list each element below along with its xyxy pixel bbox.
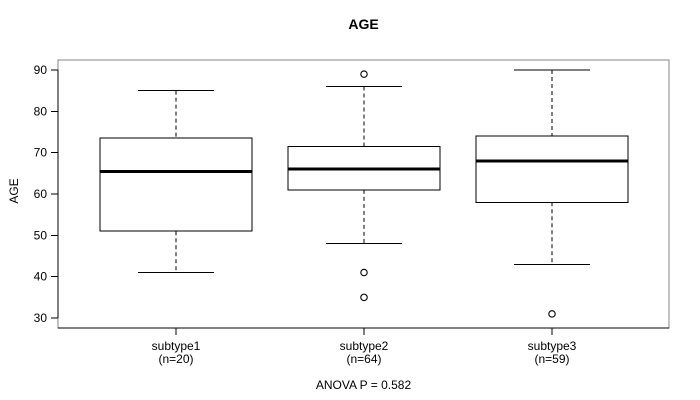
- y-tick-label: 50: [34, 228, 48, 242]
- x-tick-sublabel: (n=64): [346, 352, 381, 366]
- y-tick-label: 30: [34, 311, 48, 325]
- outlier-point: [360, 70, 368, 78]
- anova-annotation: ANOVA P = 0.582: [315, 378, 412, 392]
- iqr-box: [99, 137, 253, 232]
- x-tick-label: subtype1: [152, 339, 201, 353]
- boxplot-group-subtype1: subtype1(n=20): [99, 90, 253, 366]
- outlier-point: [548, 310, 556, 318]
- y-tick-label: 40: [34, 270, 48, 284]
- y-tick-label: 80: [34, 104, 48, 118]
- x-tick-label: subtype2: [340, 339, 389, 353]
- outlier-point: [360, 268, 368, 277]
- x-tick-sublabel: (n=59): [534, 352, 569, 366]
- y-tick-label: 90: [34, 63, 48, 77]
- x-tick-label: subtype3: [528, 339, 577, 353]
- y-tick-label: 70: [34, 146, 48, 160]
- y-tick-label: 60: [34, 187, 48, 201]
- iqr-box: [475, 135, 629, 203]
- chart-title: AGE: [348, 16, 379, 32]
- x-tick-sublabel: (n=20): [158, 352, 193, 366]
- outlier-point: [360, 293, 368, 302]
- boxplot-group-subtype3: subtype3(n=59): [475, 69, 629, 366]
- boxplot-group-subtype2: subtype2(n=64): [287, 70, 441, 366]
